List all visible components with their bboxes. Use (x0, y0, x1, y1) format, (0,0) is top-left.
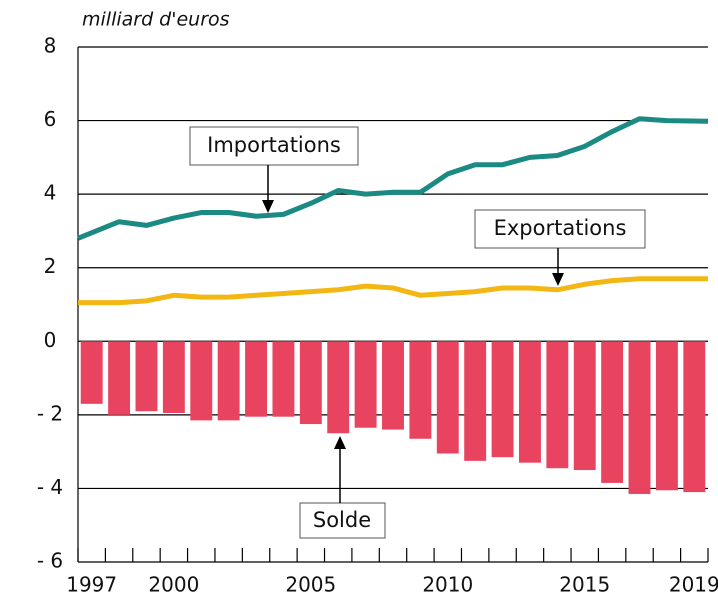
bar (546, 341, 569, 469)
x-tick-label: 2010 (422, 573, 473, 597)
bar (354, 341, 377, 428)
bar (655, 341, 678, 491)
x-tick-label: 2000 (148, 573, 199, 597)
axis-label: milliard d'euros (82, 9, 230, 31)
bar (135, 341, 158, 412)
bar (628, 341, 651, 494)
y-tick-label: 8 (44, 34, 57, 58)
bar (162, 341, 185, 414)
bar (327, 341, 350, 434)
y-tick-label: - 2 (37, 401, 63, 425)
bar (382, 341, 404, 430)
bar (108, 341, 131, 415)
annotation-box (299, 502, 386, 539)
x-tick-label: 2005 (285, 573, 336, 597)
y-tick-label: 6 (44, 107, 57, 131)
annotation-box (189, 126, 359, 166)
bar (519, 341, 541, 463)
y-tick-label: 4 (44, 181, 57, 205)
bar (601, 341, 624, 483)
annotation-box (474, 209, 646, 249)
x-tick-label: 1997 (66, 573, 117, 597)
bar (190, 341, 213, 421)
annotation: Solde (313, 508, 371, 532)
bar (299, 341, 322, 425)
bar (436, 341, 459, 454)
bar (80, 341, 103, 404)
annotation: Importations (207, 133, 341, 157)
x-tick-label: 2015 (559, 573, 610, 597)
bar (464, 341, 487, 461)
arrow-head (262, 200, 274, 213)
arrow-head (334, 436, 346, 449)
annotations (189, 126, 646, 539)
y-tick-label: 0 (44, 328, 57, 352)
annotation: Exportations (494, 216, 627, 240)
y-tick-label: - 6 (37, 549, 63, 573)
arrow-head (552, 273, 564, 286)
x-tick-label: 2019 (669, 573, 718, 597)
bar (683, 341, 706, 493)
bar (217, 341, 240, 421)
y-tick-label: - 4 (37, 475, 63, 499)
bar (491, 341, 514, 458)
line (78, 276, 708, 306)
bar (272, 341, 295, 417)
line (77, 116, 709, 241)
bar (573, 341, 596, 471)
y-tick-label: 2 (44, 254, 57, 278)
bar (245, 341, 267, 417)
bar (409, 341, 432, 439)
